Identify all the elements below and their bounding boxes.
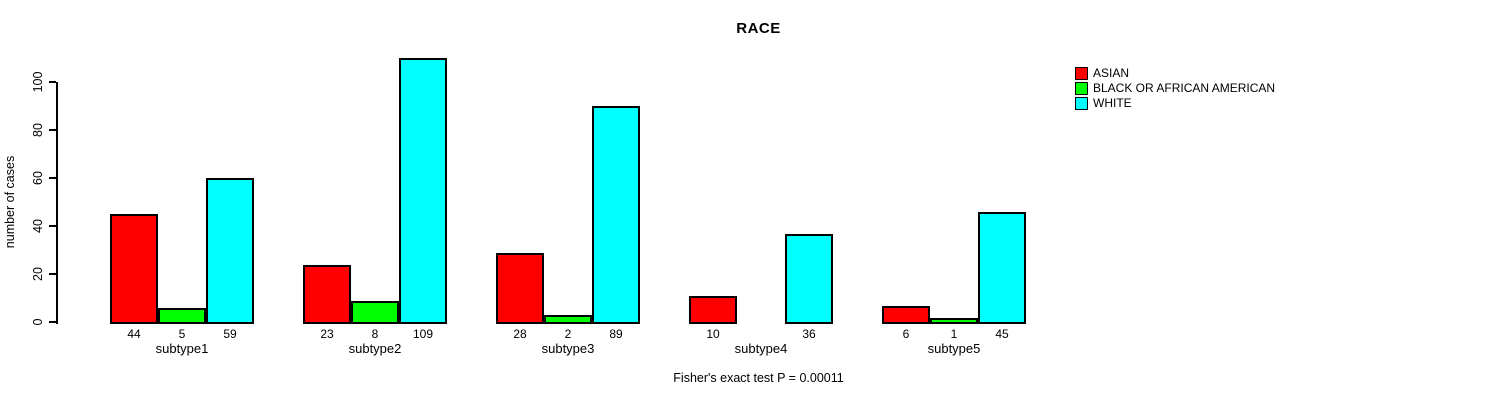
y-axis-tick [49,225,56,227]
category-label-subtype3: subtype3 [541,341,595,356]
y-axis-tick-label: 60 [31,171,45,185]
legend-item-label: WHITE [1093,96,1132,110]
y-axis-tick [49,177,56,179]
bar-black-or-african-american-subtype5 [930,317,978,324]
legend-item: WHITE [1075,96,1275,110]
y-axis-tick-label: 80 [31,123,45,137]
y-axis-tick [49,321,56,323]
y-axis-tick-label: 40 [31,219,45,233]
category-label-subtype4: subtype4 [734,341,788,356]
y-axis-tick [49,81,56,83]
bar-asian-subtype3 [496,252,544,324]
legend-swatch [1075,81,1088,95]
y-axis-tick-label: 0 [31,318,45,326]
y-axis-tick [49,273,56,275]
y-axis-line [56,82,58,324]
bar-asian-subtype4 [689,296,737,324]
bar-white-subtype4 [785,233,833,324]
category-label-subtype2: subtype2 [348,341,402,356]
bar-white-subtype2 [399,58,447,324]
bar-white-subtype5 [978,212,1026,324]
category-label-subtype1: subtype1 [155,341,209,356]
legend: ASIAN BLACK OR AFRICAN AMERICAN WHITE [1075,66,1275,111]
bar-value-label: 28 [513,327,527,341]
category-label-subtype5: subtype5 [927,341,981,356]
bar-value-label: 5 [178,327,186,341]
bar-value-label: 109 [412,327,434,341]
y-axis-tick-label: 100 [31,71,45,93]
y-axis-label: number of cases [3,155,17,249]
y-axis-tick [49,129,56,131]
legend-item: BLACK OR AFRICAN AMERICAN [1075,81,1275,95]
bar-value-label: 6 [902,327,910,341]
bar-value-label: 36 [802,327,816,341]
legend-item: ASIAN [1075,66,1275,80]
legend-swatch [1075,66,1088,80]
chart-title: RACE [736,20,781,37]
bar-value-label: 59 [223,327,237,341]
bar-value-label: 1 [950,327,958,341]
bar-value-label: 45 [995,327,1009,341]
y-axis-tick-label: 20 [31,267,45,281]
legend-swatch [1075,96,1088,110]
bar-white-subtype1 [206,178,254,324]
bar-black-or-african-american-subtype2 [351,300,399,324]
bar-value-label: 8 [371,327,379,341]
bar-asian-subtype5 [882,305,930,324]
stat-annotation: Fisher's exact test P = 0.00011 [673,371,844,385]
bar-value-label: 10 [706,327,720,341]
bar-value-label: 89 [609,327,623,341]
bar-value-label: 44 [127,327,141,341]
legend-item-label: ASIAN [1093,66,1130,80]
bar-black-or-african-american-subtype1 [158,308,206,324]
bar-white-subtype3 [592,106,640,324]
bar-asian-subtype1 [110,214,158,324]
bar-black-or-african-american-subtype3 [544,315,592,324]
bar-value-label: 23 [320,327,334,341]
bar-value-label: 2 [564,327,572,341]
legend-item-label: BLACK OR AFRICAN AMERICAN [1093,81,1276,95]
bar-asian-subtype2 [303,264,351,324]
